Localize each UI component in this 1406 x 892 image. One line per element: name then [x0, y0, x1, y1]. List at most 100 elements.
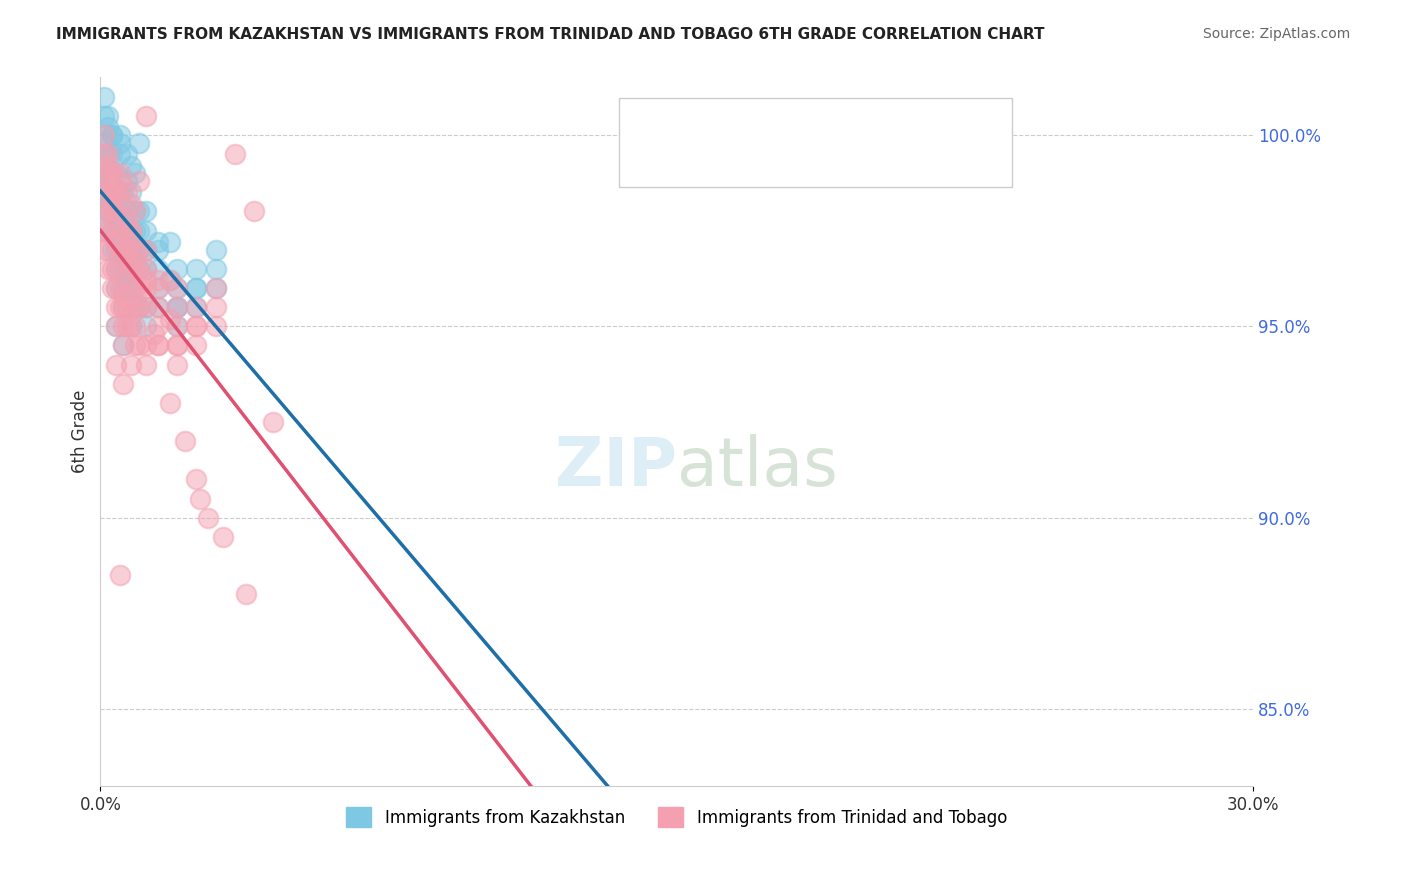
Point	[135, 300, 157, 314]
Point	[115, 224, 138, 238]
Point	[124, 166, 146, 180]
Point	[104, 243, 127, 257]
Point	[166, 300, 188, 314]
Text: IMMIGRANTS FROM KAZAKHSTAN VS IMMIGRANTS FROM TRINIDAD AND TOBAGO 6TH GRADE CORR: IMMIGRANTS FROM KAZAKHSTAN VS IMMIGRANTS…	[56, 27, 1045, 42]
Point	[186, 281, 208, 295]
Point	[146, 281, 169, 295]
Point	[97, 243, 120, 257]
Point	[166, 338, 188, 352]
Point	[101, 147, 124, 161]
Point	[112, 300, 135, 314]
Point	[97, 186, 120, 200]
Point	[108, 568, 131, 582]
Point	[115, 243, 138, 257]
Point	[115, 261, 138, 276]
Point	[120, 224, 142, 238]
Point	[108, 166, 131, 180]
Text: atlas: atlas	[676, 434, 838, 500]
Point	[101, 224, 124, 238]
Point	[104, 319, 127, 334]
Point	[93, 174, 115, 188]
Point	[197, 510, 219, 524]
Point	[204, 243, 226, 257]
Point	[120, 261, 142, 276]
Point	[135, 273, 157, 287]
Point	[135, 281, 157, 295]
Point	[93, 89, 115, 103]
Text: 93: 93	[811, 112, 835, 129]
Point	[104, 281, 127, 295]
Point	[112, 281, 135, 295]
Point	[104, 204, 127, 219]
Point	[135, 300, 157, 314]
Point	[166, 281, 188, 295]
Point	[186, 300, 208, 314]
Point	[101, 243, 124, 257]
Point	[235, 587, 257, 601]
Point	[159, 235, 181, 249]
Point	[97, 204, 120, 219]
Point	[120, 319, 142, 334]
Point	[112, 261, 135, 276]
Point	[94, 166, 117, 180]
Point	[204, 281, 226, 295]
Point	[93, 147, 115, 161]
Point	[112, 338, 135, 352]
Point	[97, 120, 120, 135]
Point	[108, 186, 131, 200]
Point	[97, 224, 120, 238]
Point	[108, 243, 131, 257]
Point	[128, 300, 150, 314]
Point	[97, 166, 120, 180]
Point	[186, 319, 208, 334]
Point	[120, 243, 142, 257]
Point	[97, 159, 120, 173]
Point	[124, 204, 146, 219]
Point	[115, 243, 138, 257]
Point	[166, 319, 188, 334]
Point	[159, 273, 181, 287]
Point	[135, 358, 157, 372]
Point	[101, 196, 124, 211]
Point	[173, 434, 195, 449]
Point	[124, 338, 146, 352]
Text: N =: N =	[759, 112, 807, 129]
Point	[146, 300, 169, 314]
Point	[128, 281, 150, 295]
Point	[159, 273, 181, 287]
Point	[108, 174, 131, 188]
Point	[262, 415, 284, 429]
Point	[204, 319, 226, 334]
Point	[120, 281, 142, 295]
Point	[159, 396, 181, 410]
Point	[93, 128, 115, 142]
Point	[112, 251, 135, 265]
Point	[104, 224, 127, 238]
Point	[115, 212, 138, 227]
Point	[124, 243, 146, 257]
Point	[104, 319, 127, 334]
Point	[104, 186, 127, 200]
Point	[128, 300, 150, 314]
Point	[115, 174, 138, 188]
Point	[135, 261, 157, 276]
Point	[93, 224, 115, 238]
Point	[128, 136, 150, 150]
Point	[120, 186, 142, 200]
Point	[146, 235, 169, 249]
Point	[135, 109, 157, 123]
Point	[104, 281, 127, 295]
Point	[101, 166, 124, 180]
Point	[108, 204, 131, 219]
Point	[104, 196, 127, 211]
Point	[135, 224, 157, 238]
Point	[108, 224, 131, 238]
Point	[146, 243, 169, 257]
Point	[108, 261, 131, 276]
Point	[120, 300, 142, 314]
Legend: Immigrants from Kazakhstan, Immigrants from Trinidad and Tobago: Immigrants from Kazakhstan, Immigrants f…	[340, 800, 1014, 834]
Point	[166, 358, 188, 372]
Point	[124, 281, 146, 295]
Point	[93, 186, 115, 200]
Point	[93, 243, 115, 257]
